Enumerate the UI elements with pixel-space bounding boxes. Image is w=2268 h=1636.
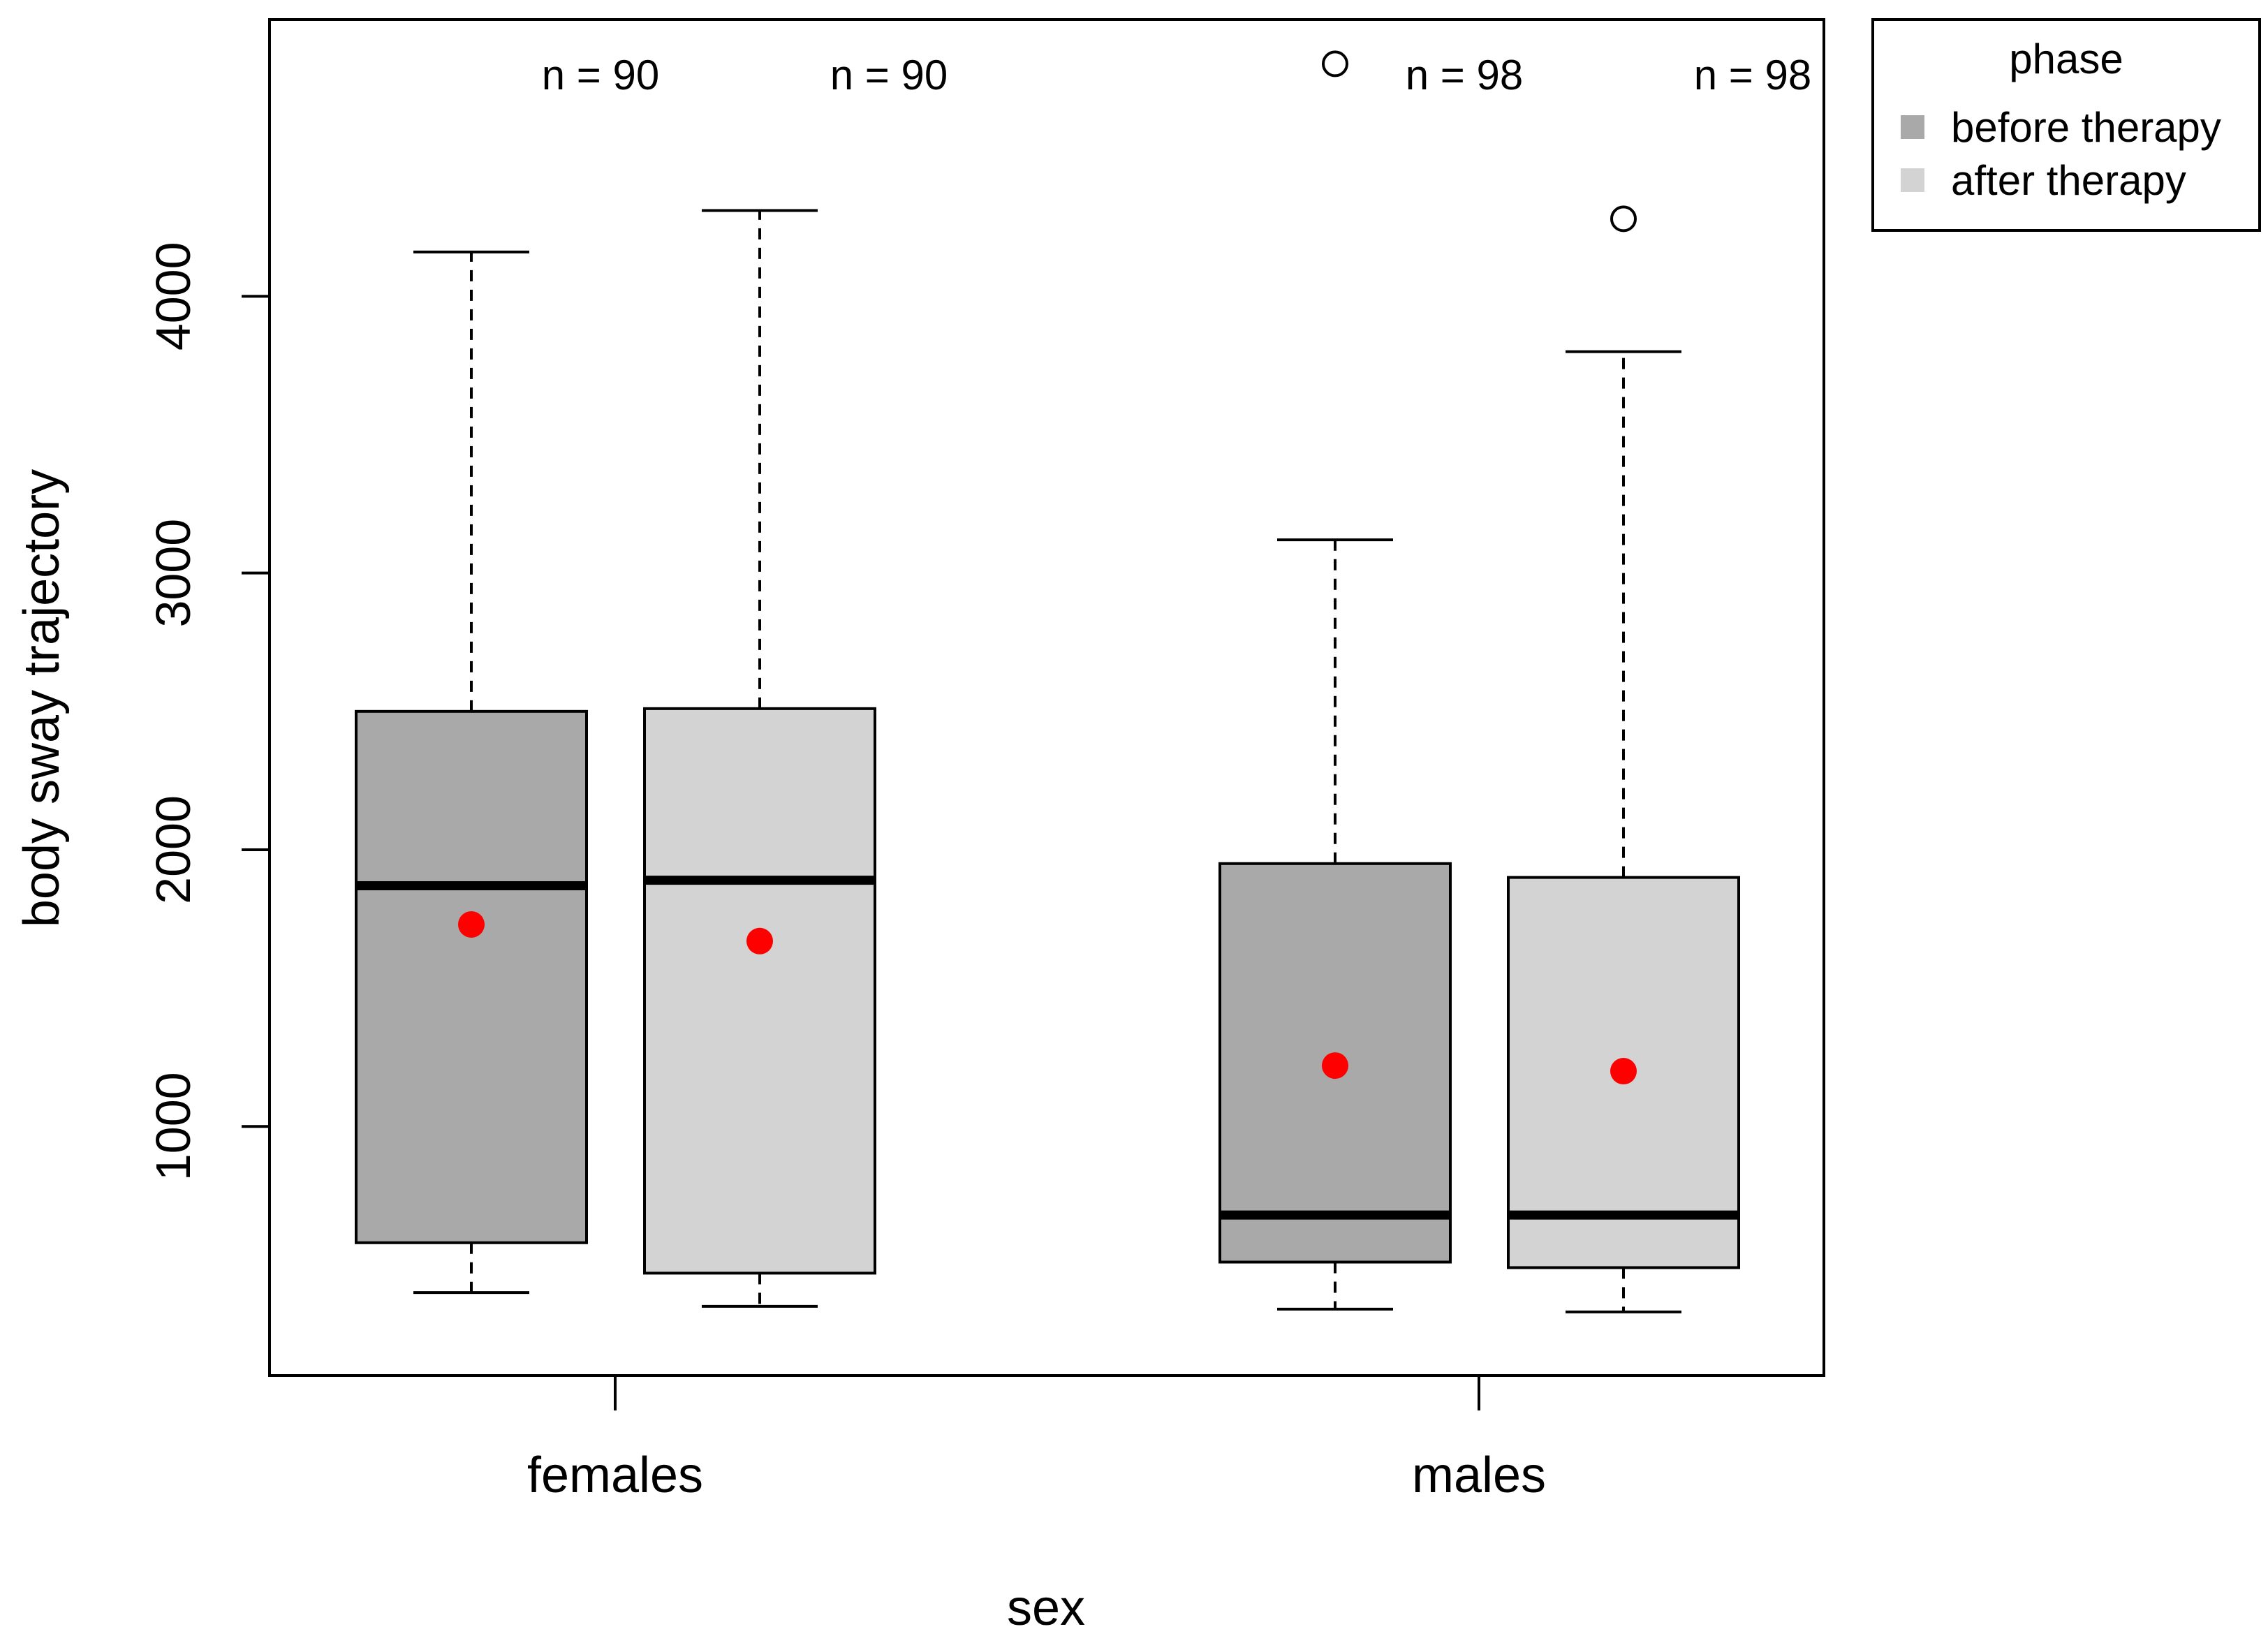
y-tick-label: 1000	[146, 1072, 200, 1181]
legend-box	[1871, 18, 2261, 232]
box-iqr	[643, 707, 876, 1275]
legend: phase before therapy after therapy	[1871, 18, 2261, 232]
n-count-label: n = 90	[542, 52, 660, 98]
mean-point	[458, 911, 485, 938]
boxes-layer	[355, 50, 1740, 1313]
y-tick-label: 2000	[146, 795, 200, 904]
legend-swatch	[1901, 168, 1924, 192]
text-layer: n = 90 n = 90 n = 98 n = 98 1000 2000 3000 4000…	[14, 52, 1811, 1636]
y-tick-label: 3000	[146, 519, 200, 628]
outlier-point	[1610, 205, 1637, 233]
outlier-point	[1322, 50, 1348, 78]
legend-title: phase	[2009, 36, 2123, 82]
n-count-label: n = 90	[830, 52, 948, 98]
mean-point	[746, 927, 773, 955]
mean-point	[1610, 1058, 1637, 1085]
y-tick-label: 4000	[146, 242, 200, 351]
box-iqr	[355, 709, 588, 1244]
legend-entry-label: after therapy	[1951, 157, 2186, 204]
box-iqr	[1507, 876, 1740, 1269]
n-count-label: n = 98	[1694, 52, 1812, 98]
axes-layer	[242, 295, 1480, 1410]
plot-frame	[268, 18, 1825, 1377]
legend-swatch	[1901, 115, 1924, 139]
x-category-label: females	[527, 1447, 703, 1503]
x-axis-title: sex	[1007, 1580, 1085, 1636]
y-axis-title: body sway trajectory	[14, 469, 70, 927]
mean-point	[1322, 1052, 1348, 1079]
legend-entry-label: before therapy	[1951, 104, 2221, 151]
n-count-label: n = 98	[1406, 52, 1524, 98]
x-category-label: males	[1412, 1447, 1546, 1503]
